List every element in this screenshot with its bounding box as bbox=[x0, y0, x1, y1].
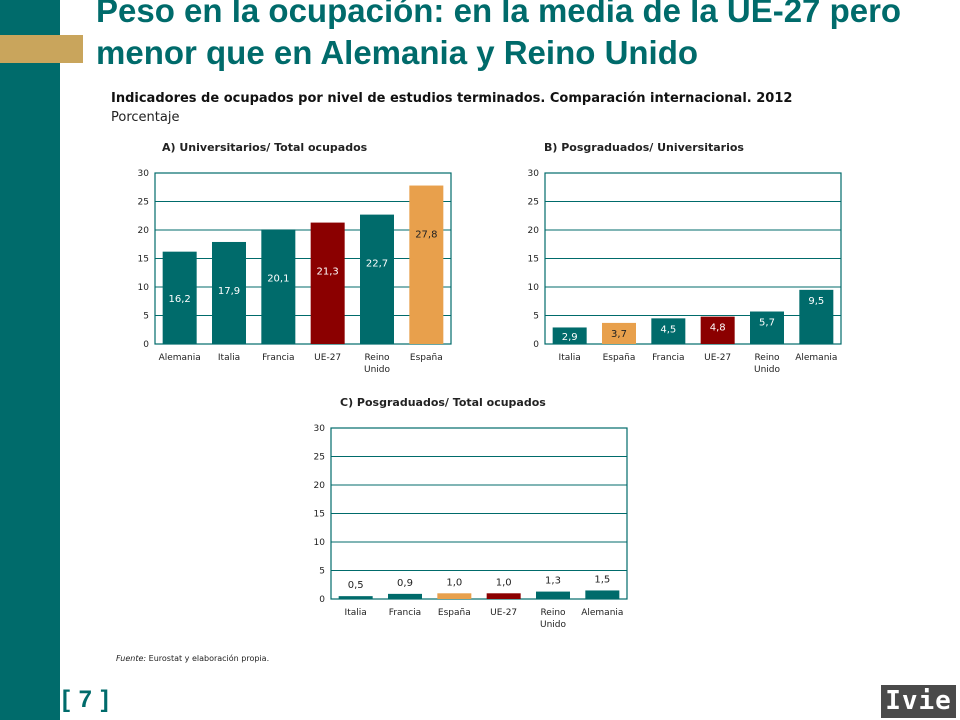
page-number: [ 7 ] bbox=[62, 686, 110, 713]
bar bbox=[388, 593, 422, 599]
data-label: 1,3 bbox=[545, 576, 561, 587]
data-label: 27,8 bbox=[415, 230, 437, 241]
page-title: Peso en la ocupación: en la media de la … bbox=[96, 0, 902, 71]
y-tick-label: 10 bbox=[314, 538, 326, 548]
x-tick-label: Francia bbox=[652, 353, 684, 363]
y-tick-label: 0 bbox=[319, 595, 325, 605]
y-tick-label: 25 bbox=[138, 198, 149, 208]
chart-b: 0 5 10 15 20 25 30 2,9 Italia 3,7 España 4,5 Francia… bbox=[528, 169, 842, 375]
bar bbox=[750, 311, 784, 344]
bar bbox=[437, 593, 472, 599]
x-tick-label: España bbox=[603, 353, 636, 363]
y-tick-label: 5 bbox=[319, 567, 325, 577]
bar bbox=[409, 185, 444, 344]
x-tick-label: Italia bbox=[559, 353, 581, 363]
y-tick-label: 30 bbox=[528, 169, 540, 179]
bar bbox=[162, 251, 197, 344]
data-label: 22,7 bbox=[366, 259, 388, 270]
left-sidebar-band bbox=[0, 0, 60, 720]
x-tick-label: UE-27 bbox=[704, 353, 731, 363]
chart-a: 0 5 10 15 20 25 30 16,2 Alemania 17,9 Italia 20,1 Fr… bbox=[138, 169, 452, 375]
y-tick-label: 15 bbox=[138, 255, 149, 265]
data-label: 9,5 bbox=[808, 296, 824, 307]
gold-accent-tab bbox=[0, 35, 83, 63]
x-tick-label: UE-27 bbox=[490, 608, 517, 618]
data-label: 20,1 bbox=[267, 273, 289, 284]
data-label: 1,5 bbox=[594, 574, 610, 585]
source-text: Eurostat y elaboración propia. bbox=[148, 654, 270, 663]
y-tick-label: 10 bbox=[528, 283, 540, 293]
y-tick-label: 0 bbox=[143, 340, 149, 350]
bar bbox=[700, 316, 735, 344]
data-label: 0,9 bbox=[397, 578, 413, 589]
x-tick-label: Reino bbox=[364, 353, 390, 363]
data-label: 4,5 bbox=[660, 324, 676, 335]
y-tick-label: 15 bbox=[528, 255, 539, 265]
data-label: 3,7 bbox=[611, 329, 627, 340]
bar bbox=[310, 222, 345, 344]
data-label: 21,3 bbox=[317, 267, 339, 278]
x-tick-label: Unido bbox=[540, 620, 567, 630]
data-label: 2,9 bbox=[562, 332, 578, 343]
chart-c: 0 5 10 15 20 25 30 0,5 Italia 0,9 Francia 1,0 España… bbox=[314, 424, 628, 630]
y-tick-label: 15 bbox=[314, 510, 325, 520]
y-tick-label: 25 bbox=[314, 453, 325, 463]
bar bbox=[338, 596, 373, 599]
data-label: 0,5 bbox=[348, 580, 364, 591]
data-label: 5,7 bbox=[759, 318, 775, 329]
bar bbox=[552, 327, 587, 344]
y-tick-label: 20 bbox=[314, 481, 326, 491]
chart-c-title: C) Posgraduados/ Total ocupados bbox=[340, 396, 546, 409]
x-tick-label: Alemania bbox=[581, 608, 623, 618]
bar bbox=[360, 214, 394, 344]
y-tick-label: 0 bbox=[533, 340, 539, 350]
y-tick-label: 30 bbox=[138, 169, 150, 179]
x-tick-label: Francia bbox=[389, 608, 421, 618]
bar bbox=[799, 289, 834, 344]
x-tick-label: Unido bbox=[364, 365, 391, 375]
source-note: Fuente: Eurostat y elaboración propia. bbox=[116, 654, 269, 663]
x-tick-label: Francia bbox=[262, 353, 294, 363]
x-tick-label: Italia bbox=[345, 608, 367, 618]
chart-b-title: B) Posgraduados/ Universitarios bbox=[544, 141, 744, 154]
bar bbox=[585, 590, 620, 599]
figure-subtitle: Indicadores de ocupados por nivel de est… bbox=[111, 91, 793, 106]
x-tick-label: España bbox=[410, 353, 443, 363]
y-tick-label: 5 bbox=[533, 312, 539, 322]
bar bbox=[261, 229, 296, 344]
x-tick-label: Reino bbox=[540, 608, 566, 618]
x-tick-label: Alemania bbox=[795, 353, 837, 363]
x-tick-label: Reino bbox=[754, 353, 780, 363]
data-label: 17,9 bbox=[218, 286, 240, 297]
unit-label: Porcentaje bbox=[111, 110, 180, 125]
x-tick-label: España bbox=[438, 608, 471, 618]
source-label: Fuente: bbox=[116, 654, 147, 663]
bar bbox=[602, 322, 636, 344]
data-label: 1,0 bbox=[496, 577, 512, 588]
bar bbox=[536, 591, 570, 599]
data-label: 1,0 bbox=[446, 577, 462, 588]
data-label: 4,8 bbox=[710, 323, 726, 334]
bar bbox=[651, 318, 686, 344]
y-tick-label: 10 bbox=[138, 283, 150, 293]
y-tick-label: 25 bbox=[528, 198, 539, 208]
y-tick-label: 20 bbox=[528, 226, 540, 236]
ivie-logo: Ivie bbox=[881, 685, 956, 718]
data-label: 16,2 bbox=[169, 294, 191, 305]
x-tick-label: Alemania bbox=[159, 353, 201, 363]
x-tick-label: Italia bbox=[218, 353, 240, 363]
y-tick-label: 20 bbox=[138, 226, 150, 236]
x-tick-label: Unido bbox=[754, 365, 781, 375]
x-tick-label: UE-27 bbox=[314, 353, 341, 363]
bar bbox=[486, 593, 521, 599]
y-tick-label: 30 bbox=[314, 424, 326, 434]
bar bbox=[212, 241, 246, 344]
y-tick-label: 5 bbox=[143, 312, 149, 322]
chart-a-title: A) Universitarios/ Total ocupados bbox=[162, 141, 368, 154]
